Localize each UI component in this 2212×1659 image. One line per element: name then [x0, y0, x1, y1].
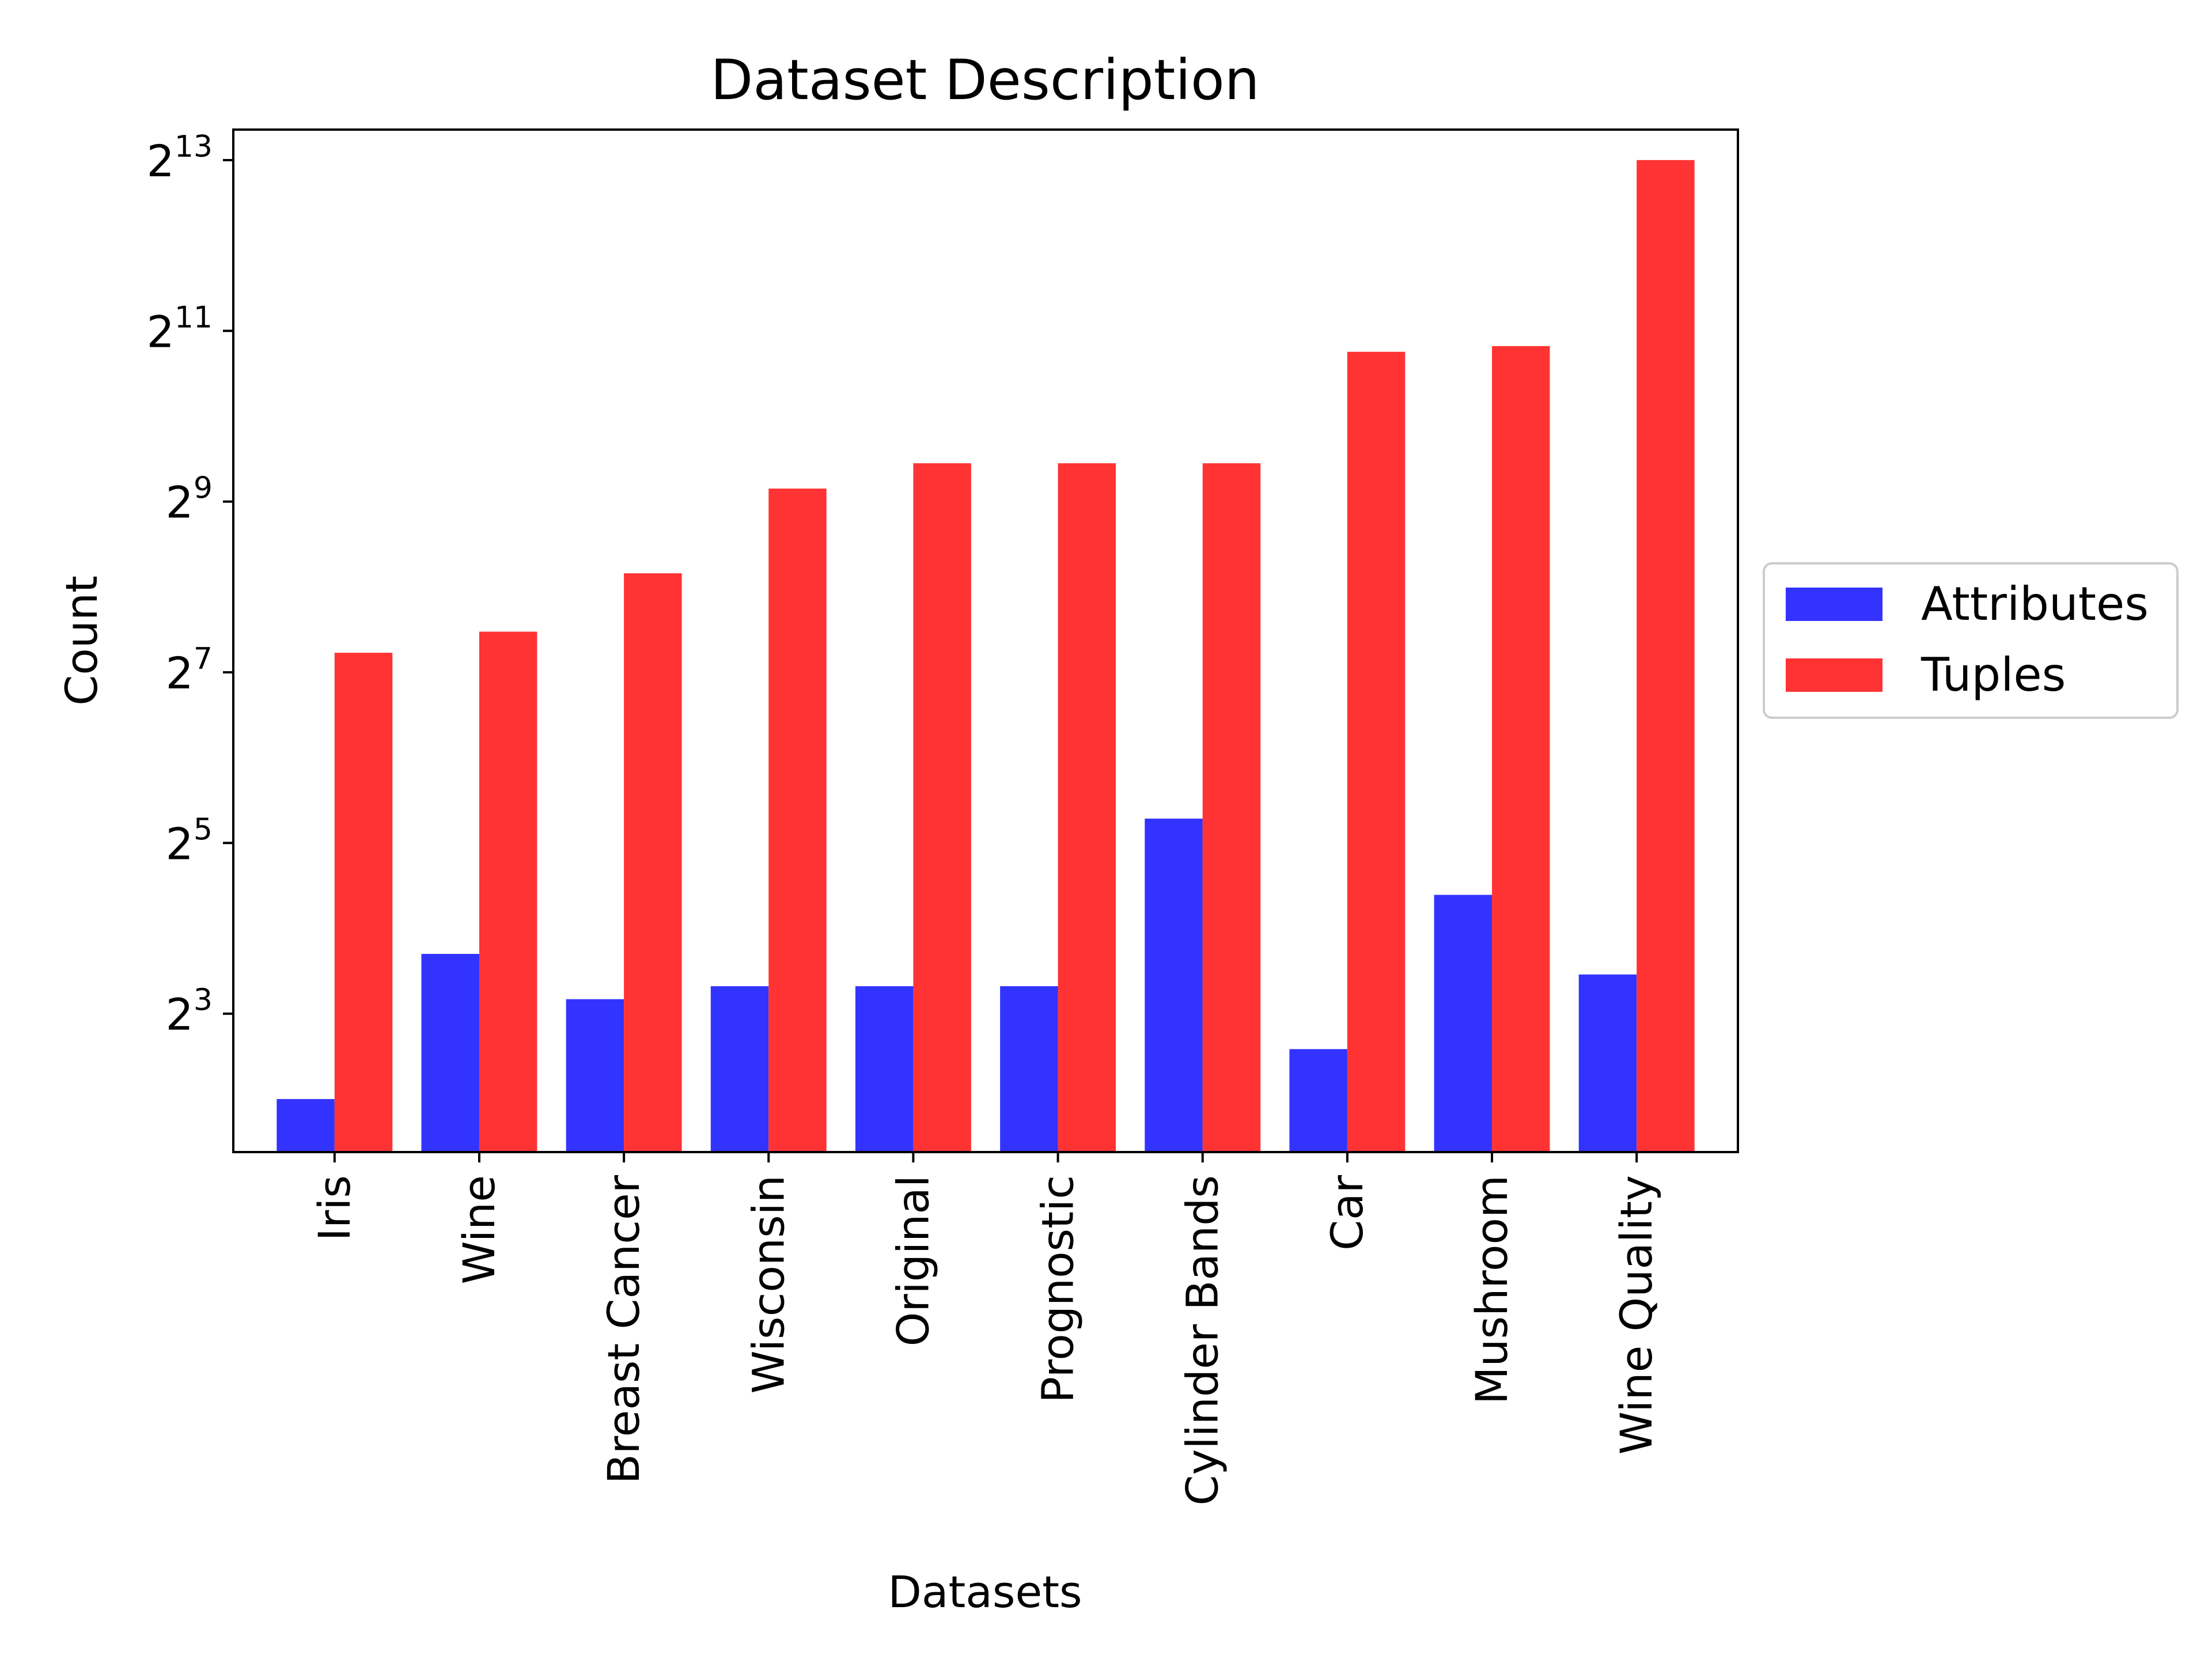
legend-label-tuples: Tuples	[1921, 648, 2066, 702]
bar-attributes-iris	[276, 1099, 335, 1152]
legend-swatch-tuples	[1786, 658, 1883, 692]
bar-tuples-wine-quality	[1637, 160, 1695, 1152]
bar-attributes-mushroom	[1434, 895, 1493, 1152]
x-tick-label-car: Car	[1321, 1175, 1373, 1251]
bar-tuples-breast-cancer	[624, 573, 682, 1152]
y-tick-label: 211	[146, 300, 213, 357]
bar-tuples-mushroom	[1492, 346, 1550, 1152]
bar-attributes-wisconsin	[710, 986, 769, 1152]
legend-swatch-attributes	[1786, 588, 1883, 621]
x-axis-label: Datasets	[888, 1566, 1082, 1618]
bar-tuples-prognostic	[1058, 463, 1116, 1153]
y-tick-label: 27	[166, 642, 213, 699]
x-tick-label-iris: Iris	[309, 1175, 360, 1241]
bar-attributes-cylinder-bands	[1145, 819, 1203, 1152]
x-tick-label-cylinder-bands: Cylinder Bands	[1177, 1175, 1228, 1506]
bar-tuples-car	[1347, 351, 1406, 1152]
bar-attributes-breast-cancer	[566, 999, 624, 1152]
x-tick-label-wine-quality: Wine Quality	[1611, 1175, 1662, 1455]
bar-attributes-original	[855, 986, 914, 1152]
x-axis: Iris Wine Breast Cancer Wisconsin Original Pr…	[309, 1152, 1662, 1506]
y-axis: 23 25 27 29 211 213	[146, 130, 233, 1040]
y-tick-label: 25	[166, 812, 213, 869]
x-tick-label-wine: Wine	[453, 1175, 505, 1285]
y-tick-label: 23	[166, 983, 213, 1040]
bar-tuples-wisconsin	[768, 488, 827, 1152]
y-tick-label: 29	[166, 471, 213, 528]
bar-tuples-cylinder-bands	[1202, 463, 1261, 1153]
bar-tuples-iris	[334, 653, 393, 1152]
bar-tuples-wine	[479, 631, 537, 1152]
x-tick-label-breast-cancer: Breast Cancer	[598, 1175, 649, 1484]
x-tick-label-prognostic: Prognostic	[1032, 1175, 1084, 1403]
chart-title: Dataset Description	[710, 48, 1259, 112]
bar-attributes-car	[1289, 1049, 1347, 1152]
x-tick-label-mushroom: Mushroom	[1466, 1175, 1517, 1404]
bar-attributes-prognostic	[1000, 986, 1058, 1152]
x-tick-label-wisconsin: Wisconsin	[743, 1175, 794, 1394]
y-tick-label: 213	[146, 130, 213, 187]
y-axis-label: Count	[56, 575, 107, 706]
bars-group	[276, 160, 1695, 1153]
plot-frame	[232, 128, 1739, 1153]
x-tick-label-original: Original	[887, 1175, 938, 1346]
bar-attributes-wine	[421, 953, 479, 1152]
legend-label-attributes: Attributes	[1921, 577, 2149, 631]
bar-tuples-original	[913, 463, 971, 1153]
bar-attributes-wine-quality	[1578, 974, 1637, 1152]
legend: Attributes Tuples	[1763, 562, 2179, 719]
